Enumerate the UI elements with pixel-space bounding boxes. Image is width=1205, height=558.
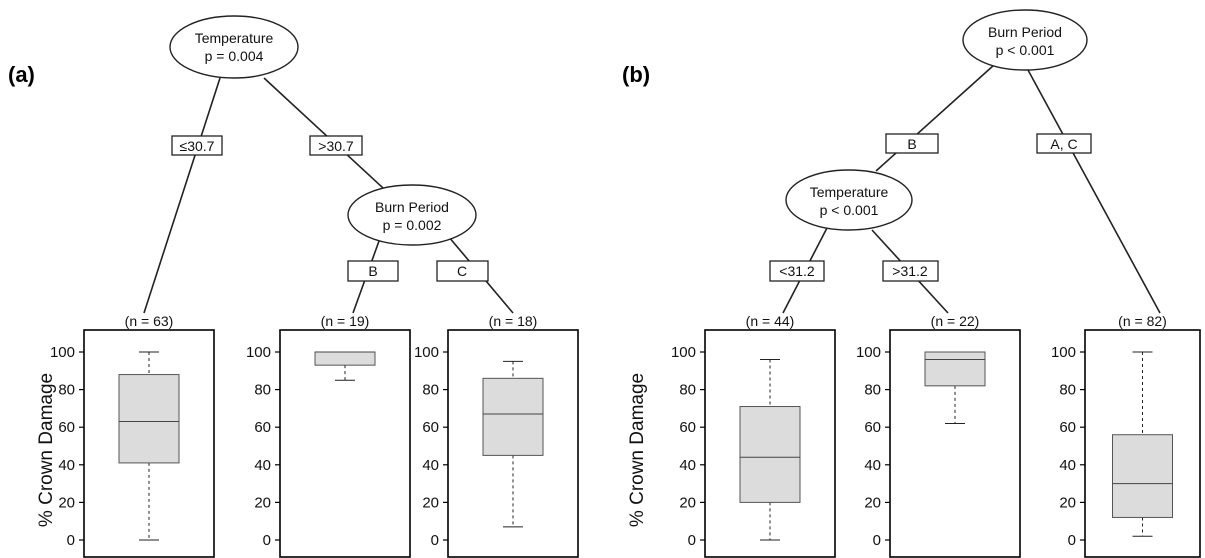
leaf-frame (1084, 329, 1201, 558)
panel-a-leaves: (n = 63) 0 20 40 60 80 100 (n = 19) 0 20 40 60 80 100… (50, 313, 579, 558)
y-tick-label: 60 (422, 419, 439, 436)
leaf-n-label: (n = 63) (125, 313, 174, 329)
panel-a-edge-right-label: >30.7 (318, 138, 354, 154)
panel-a-inner-name: Burn Period (375, 199, 449, 215)
leaf-n-label: (n = 82) (1118, 313, 1167, 329)
leaf-frame (704, 329, 836, 558)
y-tick-label: 0 (688, 532, 696, 549)
leaf-frame (447, 329, 579, 558)
y-tick-label: 100 (856, 344, 881, 361)
y-tick-label: 60 (58, 419, 75, 436)
y-tick-label: 60 (679, 419, 696, 436)
panel-a-root-node (169, 15, 299, 79)
y-tick-label: 100 (50, 344, 75, 361)
panel-a-leaf-1: (n = 63) 0 20 40 60 80 100 (50, 313, 215, 558)
y-tick-label: 100 (1051, 344, 1076, 361)
iqr-box (1112, 434, 1173, 518)
leaf-frame (279, 329, 411, 558)
iqr-box (314, 351, 376, 366)
panel-a-edge-inner-right-label: C (457, 263, 467, 279)
y-tick-label: 20 (422, 494, 439, 511)
leaf-n-label: (n = 19) (321, 313, 370, 329)
y-tick-label: 40 (422, 457, 439, 474)
iqr-box (924, 351, 986, 387)
y-tick-label: 60 (1059, 419, 1076, 436)
y-tick-label: 40 (679, 457, 696, 474)
panel-b-leaf-2: (n = 22) 0 20 40 60 80 100 (856, 313, 1021, 558)
y-tick-label: 20 (864, 494, 881, 511)
panel-a-edge-left-label: ≤30.7 (180, 138, 215, 154)
y-tick-label: 100 (414, 344, 439, 361)
panel-b-edge-inner-right-box (882, 260, 939, 282)
y-tick-label: 40 (58, 457, 75, 474)
panel-a-root-p: p = 0.004 (205, 48, 264, 64)
y-tick-label: 20 (679, 494, 696, 511)
panel-a-inner-node (347, 184, 477, 246)
panel-a-leaf-3: (n = 18) 0 20 40 60 80 100 (414, 313, 579, 558)
panel-b-inner-node (785, 169, 913, 231)
panel-a-inner-p: p = 0.002 (383, 217, 442, 233)
panel-b-edge-left-label: B (907, 136, 916, 152)
y-tick-label: 80 (1059, 382, 1076, 399)
panel-a-label: (a) (8, 62, 35, 87)
panel-b-inner-name: Temperature (810, 184, 889, 200)
panel-a: (a) Temperature p = 0.004 ≤30.7 >30.7 Bu… (8, 15, 579, 558)
y-tick-label: 20 (1059, 494, 1076, 511)
y-tick-label: 80 (58, 382, 75, 399)
y-tick-label: 20 (254, 494, 271, 511)
panel-a-edge-inner-left-box (347, 260, 399, 282)
panel-b-leaves: (n = 44) 0 20 40 60 80 100 (n = 22) 0 20 40 60 80 100… (671, 313, 1201, 558)
panel-b-leaf-3: (n = 82) 0 20 40 60 80 100 (1051, 313, 1201, 558)
leaf-n-label: (n = 18) (489, 313, 538, 329)
panel-a-edge-right-box (309, 135, 363, 156)
y-tick-label: 80 (422, 382, 439, 399)
y-tick-label: 80 (254, 382, 271, 399)
panel-a-root-name: Temperature (195, 30, 274, 46)
panel-b-inner-p: p < 0.001 (820, 202, 879, 218)
panel-a-edge-inner-right-box (436, 260, 489, 282)
panel-b-root-name: Burn Period (988, 24, 1062, 40)
y-tick-label: 40 (1059, 457, 1076, 474)
y-tick-label: 0 (873, 532, 881, 549)
iqr-box (118, 374, 180, 464)
panel-a-edge-inner-left-label: B (368, 263, 377, 279)
panel-b-label: (b) (622, 62, 650, 87)
y-tick-label: 60 (254, 419, 271, 436)
panel-b-ylabel: % Crown Damage (627, 373, 648, 527)
y-tick-label: 40 (254, 457, 271, 474)
panel-b: (b) Burn Period p < 0.001 B A, C Tempera… (622, 9, 1201, 558)
panel-b-edge-inner-left-label: <31.2 (779, 263, 815, 279)
y-tick-label: 0 (431, 532, 439, 549)
y-tick-label: 0 (1068, 532, 1076, 549)
panel-b-edge-inner-right-label: >31.2 (892, 263, 928, 279)
y-tick-label: 20 (58, 494, 75, 511)
leaf-n-label: (n = 22) (931, 313, 980, 329)
y-tick-label: 80 (679, 382, 696, 399)
panel-a-leaf-2: (n = 19) 0 20 40 60 80 100 (246, 313, 411, 558)
leaf-frame (83, 329, 215, 558)
iqr-box (739, 406, 801, 503)
y-tick-label: 80 (864, 382, 881, 399)
panel-b-edge-inner-left-box (769, 260, 825, 282)
leaf-n-label: (n = 44) (746, 313, 795, 329)
panel-b-edge-right-box (1036, 133, 1092, 154)
leaf-frame (889, 329, 1021, 558)
y-tick-label: 100 (246, 344, 271, 361)
panel-a-edge-left-box (171, 135, 223, 156)
panel-b-leaf-1: (n = 44) 0 20 40 60 80 100 (671, 313, 836, 558)
panel-b-edge-right-label: A, C (1050, 136, 1077, 152)
y-tick-label: 40 (864, 457, 881, 474)
iqr-box (482, 377, 544, 456)
panel-b-root-p: p < 0.001 (996, 42, 1055, 58)
y-tick-label: 0 (263, 532, 271, 549)
panel-b-root-node (962, 9, 1088, 71)
y-tick-label: 0 (67, 532, 75, 549)
y-tick-label: 60 (864, 419, 881, 436)
panel-a-ylabel: % Crown Damage (36, 373, 57, 527)
y-tick-label: 100 (671, 344, 696, 361)
panel-b-edge-left-box (885, 133, 939, 154)
